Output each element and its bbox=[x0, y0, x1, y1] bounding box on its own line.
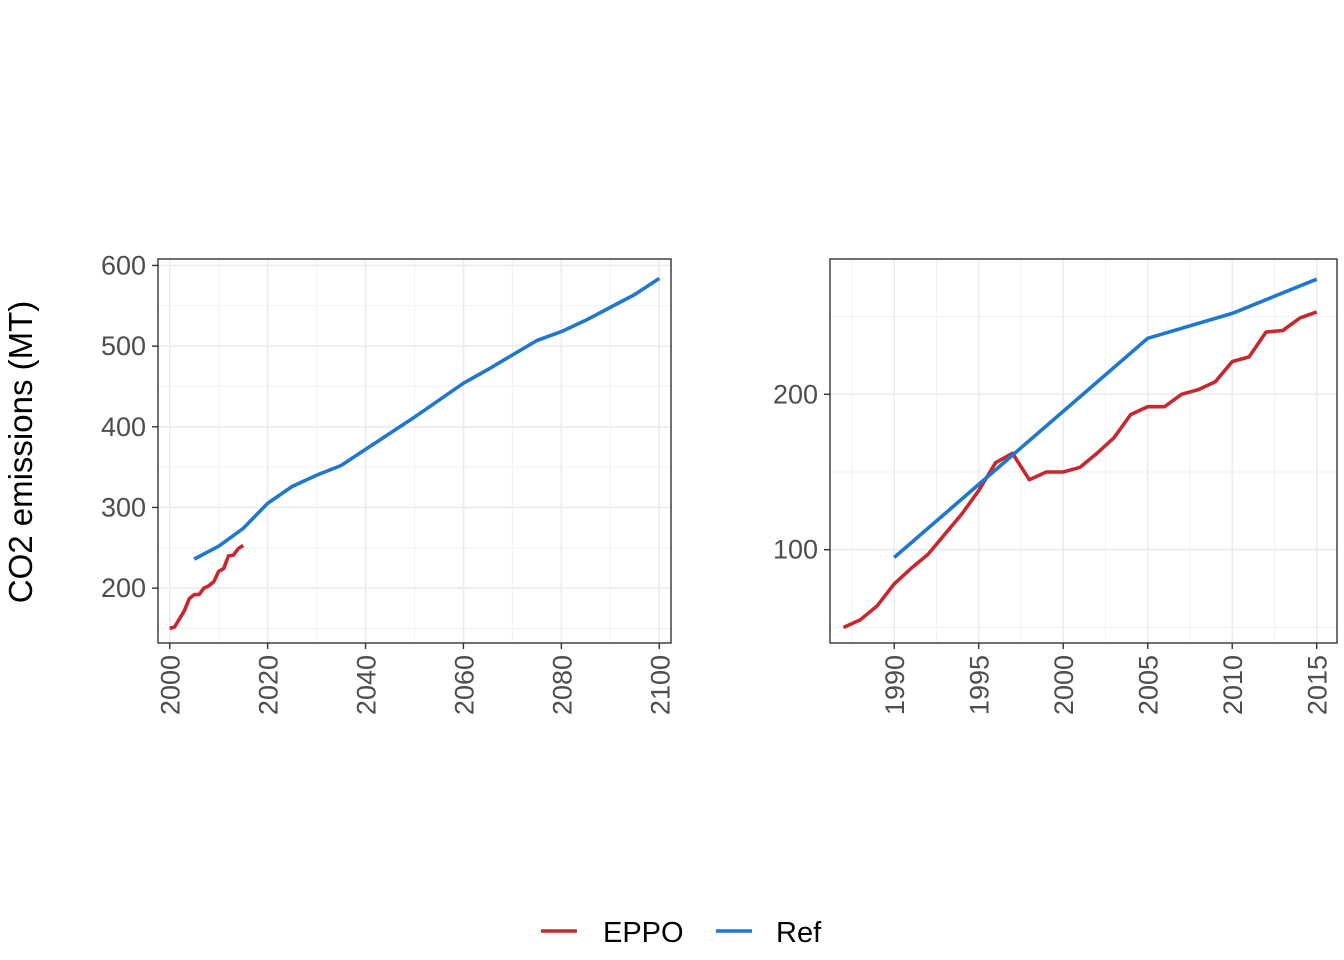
x-tick-label: 2000 bbox=[1049, 655, 1079, 715]
x-tick-label: 2020 bbox=[254, 655, 284, 715]
series-line-eppo bbox=[169, 543, 245, 631]
x-tick-label: 1990 bbox=[880, 655, 910, 715]
legend: EPPO Ref bbox=[541, 917, 822, 949]
y-tick-label: 100 bbox=[773, 535, 818, 565]
y-tick-label: 600 bbox=[101, 250, 146, 280]
chart-panel-left: 200 300 400 500 600 2000 2020 2040 2060 2080 2100 bbox=[101, 250, 675, 715]
chart-panel-right: 100 200 1990 1995 2000 2005 2010 2015 bbox=[773, 258, 1338, 715]
plot-background bbox=[830, 259, 1337, 643]
x-tick-label: 2060 bbox=[449, 655, 479, 715]
x-tick-label: 2100 bbox=[645, 655, 675, 715]
series-line-eppo bbox=[842, 310, 1318, 630]
x-tick-label: 2080 bbox=[547, 655, 577, 715]
series-line-ref bbox=[893, 277, 1318, 559]
y-tick-label: 200 bbox=[773, 379, 818, 409]
x-tick-label: 2040 bbox=[352, 655, 382, 715]
panel-border bbox=[157, 258, 672, 644]
legend-label-eppo: EPPO bbox=[603, 917, 684, 949]
y-tick-label: 300 bbox=[101, 492, 146, 522]
x-tick-label: 2010 bbox=[1218, 655, 1248, 715]
series-line-ref bbox=[193, 276, 661, 561]
y-tick-label: 200 bbox=[101, 573, 146, 603]
legend-label-ref: Ref bbox=[776, 917, 822, 949]
x-tick-label: 2005 bbox=[1134, 655, 1164, 715]
panel-border bbox=[829, 258, 1338, 644]
x-tick-label: 1995 bbox=[965, 655, 995, 715]
x-tick-label: 2015 bbox=[1303, 655, 1333, 715]
y-tick-label: 400 bbox=[101, 412, 146, 442]
y-axis-title: CO2 emissions (MT) bbox=[2, 301, 39, 604]
x-tick-label: 2000 bbox=[156, 655, 186, 715]
y-tick-label: 500 bbox=[101, 331, 146, 361]
